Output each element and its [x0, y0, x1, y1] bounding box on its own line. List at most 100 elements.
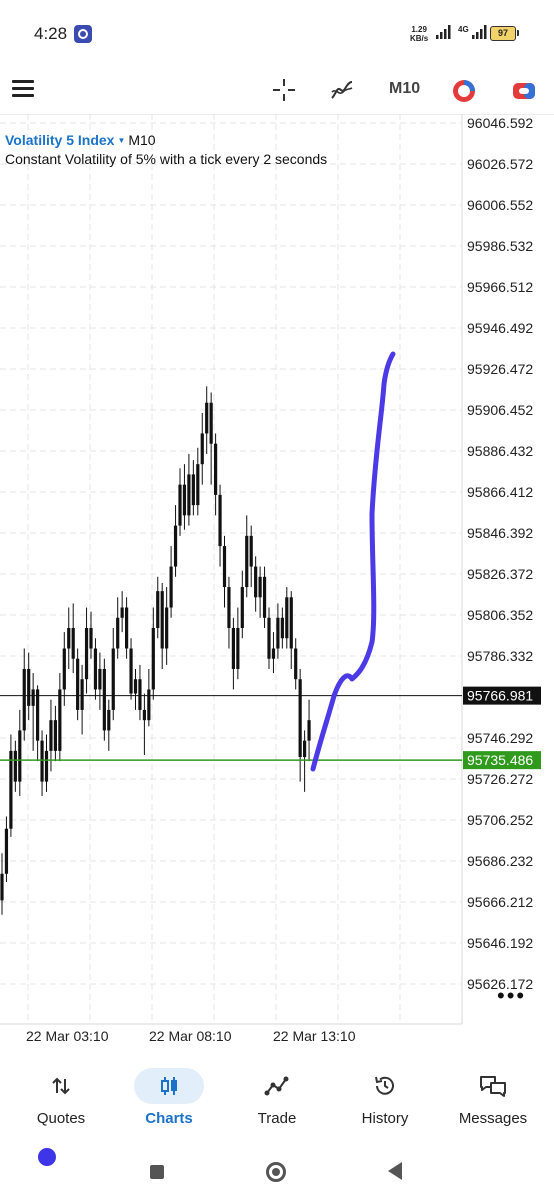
more-options-icon[interactable]: ••• [497, 983, 527, 1008]
price-tag-green-label: 95735.486 [467, 752, 533, 768]
candle-body [289, 597, 293, 649]
system-navigation-bar [0, 1138, 554, 1200]
candle-body [169, 566, 173, 608]
candle-body [102, 668, 106, 731]
candle-body [258, 576, 262, 598]
bottom-navigation: Quotes Charts Trade [0, 1054, 554, 1138]
candle-body [9, 750, 13, 829]
crosshair-icon[interactable] [272, 78, 296, 102]
signal-icon-2 [472, 25, 487, 39]
candle-body [236, 628, 240, 669]
candle-body [178, 484, 182, 526]
candle-body [196, 464, 200, 506]
candle-body [151, 628, 155, 690]
candle-body [120, 607, 124, 618]
price-tag-black-label: 95766.981 [467, 688, 533, 704]
nav-history[interactable]: History [330, 1054, 440, 1138]
y-axis-label: 95966.512 [467, 279, 533, 295]
chat-bubbles-icon [480, 1076, 506, 1097]
recent-apps-icon[interactable] [150, 1165, 164, 1179]
candle-body [303, 740, 307, 758]
candle-body [0, 873, 4, 901]
candle-body [93, 648, 98, 690]
nav-label-charts: Charts [145, 1110, 193, 1127]
candle-body [4, 828, 9, 874]
candle-body [187, 474, 191, 516]
candle-body [98, 668, 102, 690]
candle-body [209, 402, 213, 444]
candle-body [58, 689, 62, 751]
candle-body [84, 628, 89, 680]
y-axis-label: 95786.332 [467, 648, 533, 664]
menu-icon[interactable] [12, 80, 34, 98]
candle-body [280, 617, 284, 639]
candle-body [173, 525, 178, 567]
price-chart[interactable]: 96046.592 96026.572 96006.552 95986.532 9596… [0, 114, 554, 1054]
y-axis-label: 95846.392 [467, 525, 533, 541]
indicator-icon[interactable] [330, 78, 354, 102]
y-axis-label: 96006.552 [467, 197, 533, 213]
back-icon[interactable] [388, 1162, 402, 1180]
nav-trade[interactable]: Trade [222, 1054, 332, 1138]
nav-messages[interactable]: Messages [438, 1054, 548, 1138]
symbol-description: Constant Volatility of 5% with a tick ev… [5, 151, 328, 167]
candle-body [53, 720, 57, 751]
candle-body [298, 679, 302, 758]
candle-body [182, 484, 187, 516]
nav-label-messages: Messages [458, 1110, 528, 1127]
candle-body [222, 546, 227, 588]
candle-body [254, 566, 258, 598]
candle-body [267, 617, 271, 659]
y-axis-label: 95726.272 [467, 771, 533, 787]
app-notification-icon [74, 25, 92, 43]
y-axis-label: 95746.292 [467, 730, 533, 746]
candle-body [276, 617, 280, 649]
timeframe-button[interactable]: M10 [389, 80, 421, 97]
chart-toolbar: M10 [0, 66, 554, 115]
candle-body [200, 433, 204, 465]
chart-area[interactable]: 96046.592 96026.572 96006.552 95986.532 9596… [0, 114, 554, 1054]
candle-body [285, 597, 289, 639]
price-tag-black [463, 686, 541, 705]
nav-quotes[interactable]: Quotes [6, 1054, 116, 1138]
candle-body [138, 679, 142, 710]
status-bar: 4:28 1.29 KB/s 4G 97 [0, 0, 554, 66]
candle-body [240, 587, 244, 629]
candle-body [160, 591, 164, 649]
nav-label-quotes: Quotes [36, 1110, 86, 1127]
y-axis-label: 95686.232 [467, 853, 533, 869]
sort-arrows-icon [52, 1077, 70, 1095]
y-axis-label: 95826.372 [467, 566, 533, 582]
candle-body [13, 750, 17, 782]
symbol-dropdown-icon[interactable]: ▼ [117, 136, 126, 145]
candle-body [22, 668, 26, 731]
trade-app-icon[interactable] [451, 78, 477, 104]
nav-label-trade: Trade [257, 1110, 297, 1127]
home-icon[interactable] [266, 1162, 286, 1182]
candle-body [218, 494, 222, 547]
symbol-header[interactable]: Volatility 5 Index ▼ M10 [5, 132, 156, 148]
signal-icon [436, 25, 451, 39]
y-axis-label: 95646.192 [467, 935, 533, 951]
y-axis-label: 96026.572 [467, 156, 533, 172]
nav-charts[interactable]: Charts [114, 1054, 224, 1138]
objects-icon[interactable] [511, 78, 537, 104]
y-axis-label: 95866.412 [467, 484, 533, 500]
network-speed: 1.29 KB/s [410, 25, 428, 43]
y-axis-label: 95626.172 [467, 976, 533, 992]
history-icon [375, 1076, 394, 1095]
assistive-dot-icon[interactable] [38, 1148, 56, 1166]
candle-body [271, 648, 276, 659]
candle-body [67, 628, 71, 649]
candle-body [80, 679, 84, 710]
x-axis-label: 22 Mar 08:10 [149, 1028, 232, 1044]
candle-body [142, 709, 146, 721]
candle-body [227, 587, 231, 629]
battery-level: 97 [497, 28, 508, 38]
y-axis-label: 96046.592 [467, 115, 533, 131]
candle-body [245, 535, 249, 588]
symbol-timeframe: M10 [128, 132, 156, 148]
candle-body [205, 402, 209, 434]
symbol-name[interactable]: Volatility 5 Index [5, 132, 115, 148]
candle-body [36, 689, 40, 741]
